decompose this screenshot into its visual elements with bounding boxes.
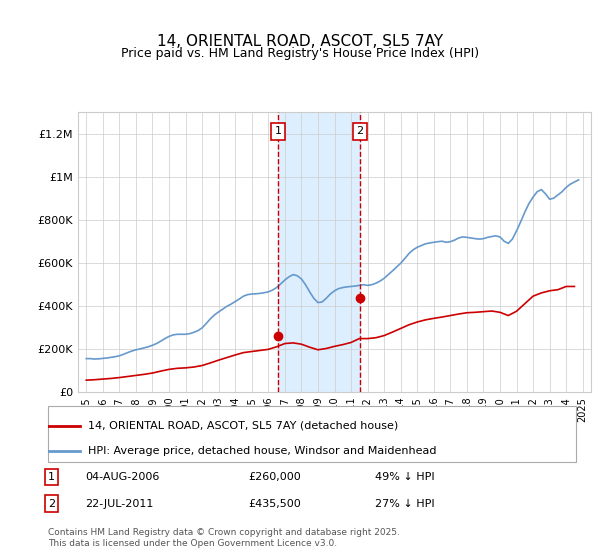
Bar: [278, 112, 360, 392]
Text: 14, ORIENTAL ROAD, ASCOT, SL5 7AY: 14, ORIENTAL ROAD, ASCOT, SL5 7AY: [157, 35, 443, 49]
Text: £435,500: £435,500: [248, 499, 301, 509]
Text: 2: 2: [356, 127, 364, 137]
Text: HPI: Average price, detached house, Windsor and Maidenhead: HPI: Average price, detached house, Wind…: [88, 446, 436, 456]
Text: 04-AUG-2006: 04-AUG-2006: [85, 472, 160, 482]
Text: 1: 1: [274, 127, 281, 137]
Text: 1: 1: [48, 472, 55, 482]
Text: 22-JUL-2011: 22-JUL-2011: [85, 499, 154, 509]
FancyBboxPatch shape: [48, 406, 576, 462]
Text: 27% ↓ HPI: 27% ↓ HPI: [376, 499, 435, 509]
Text: 14, ORIENTAL ROAD, ASCOT, SL5 7AY (detached house): 14, ORIENTAL ROAD, ASCOT, SL5 7AY (detac…: [88, 421, 398, 431]
Text: 2: 2: [48, 499, 55, 509]
Text: 49% ↓ HPI: 49% ↓ HPI: [376, 472, 435, 482]
Text: Contains HM Land Registry data © Crown copyright and database right 2025.
This d: Contains HM Land Registry data © Crown c…: [48, 528, 400, 548]
Text: Price paid vs. HM Land Registry's House Price Index (HPI): Price paid vs. HM Land Registry's House …: [121, 46, 479, 60]
Text: £260,000: £260,000: [248, 472, 301, 482]
